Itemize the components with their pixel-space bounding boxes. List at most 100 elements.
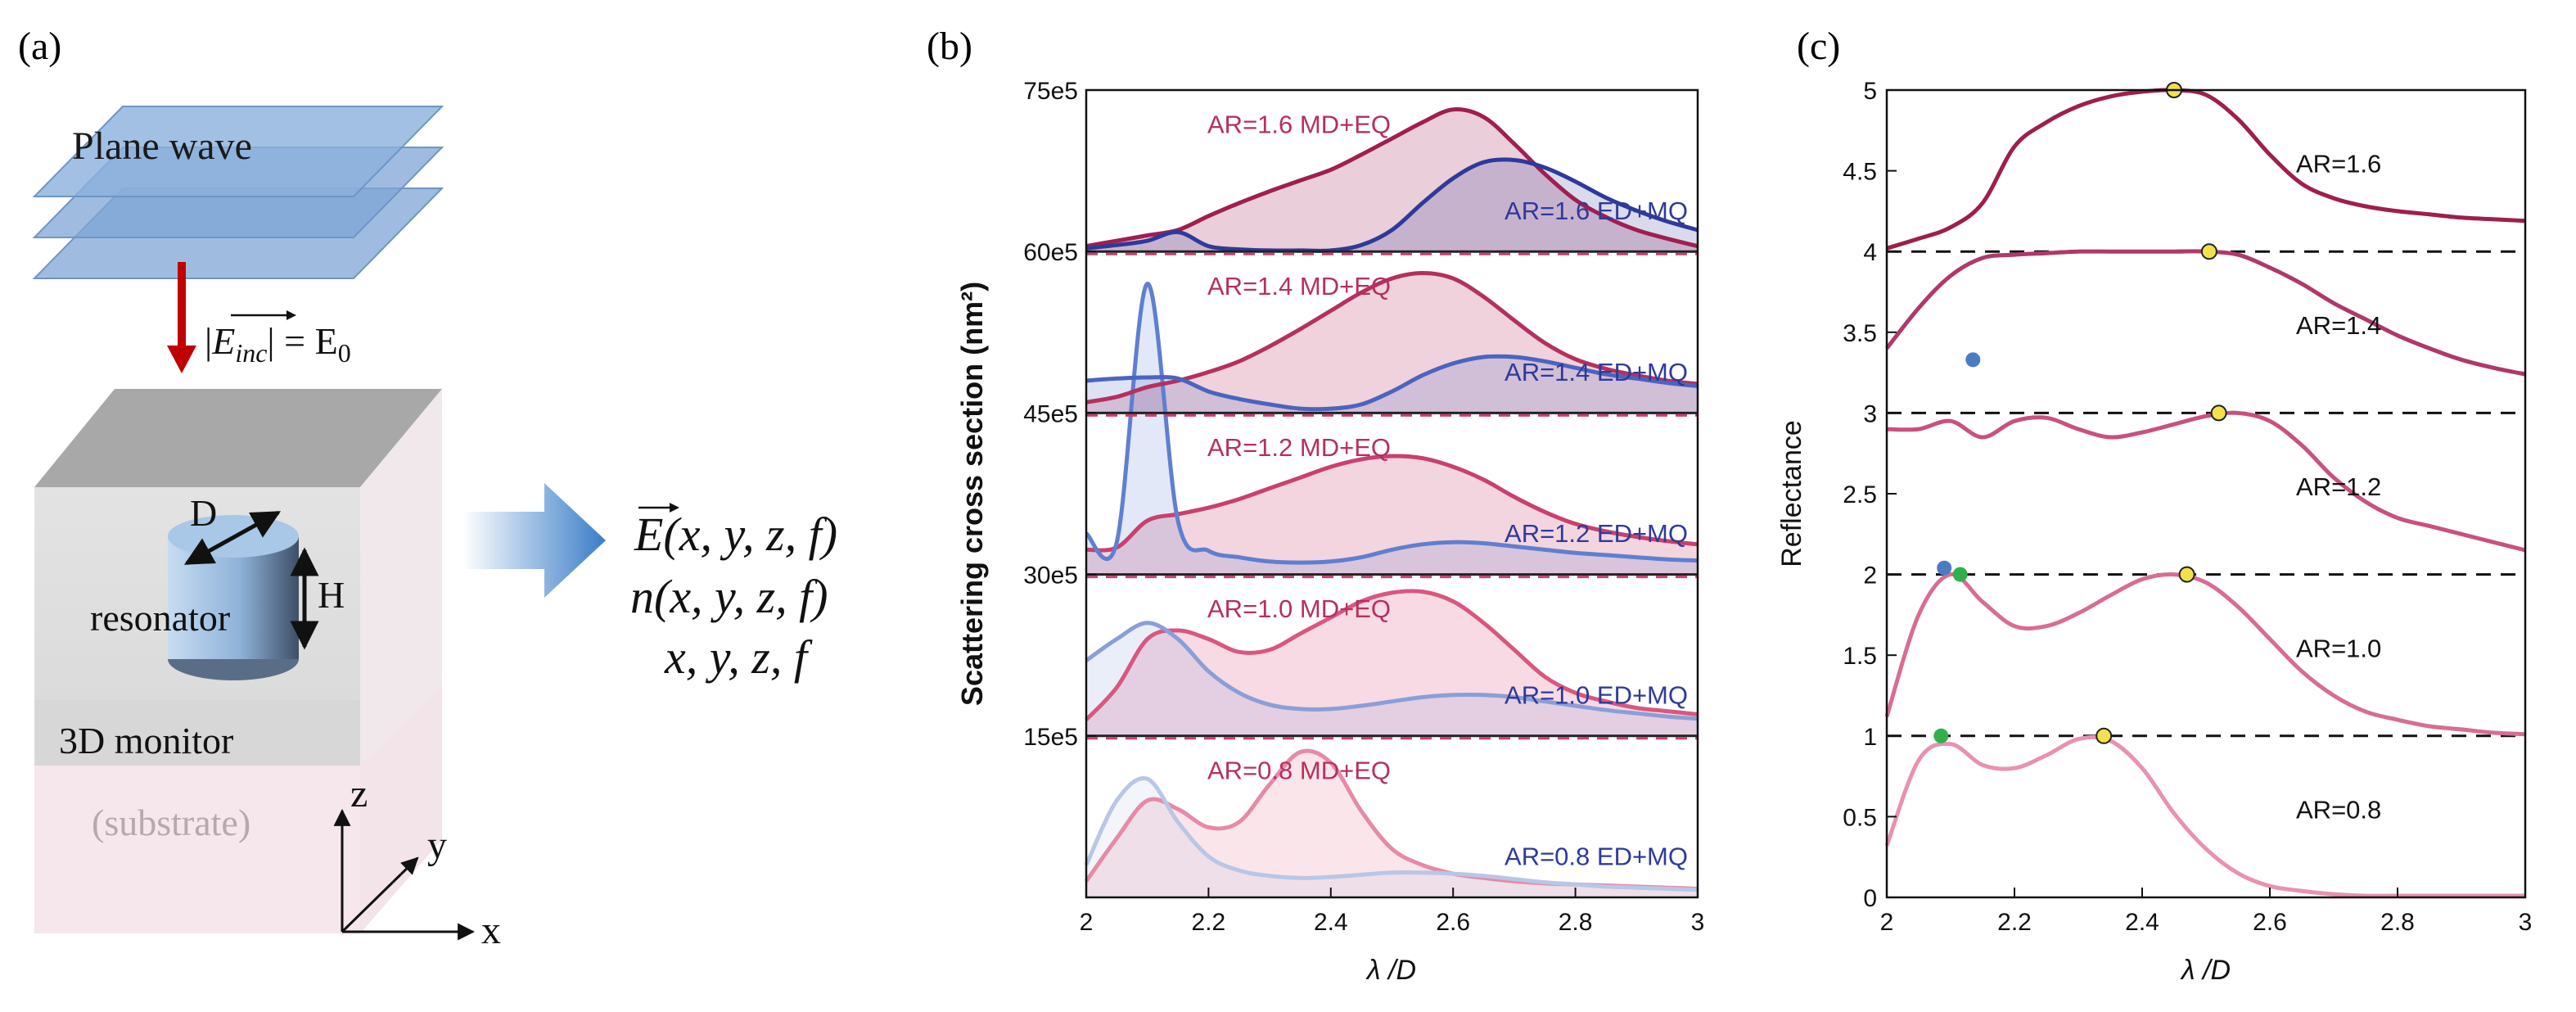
panel-c: (c) 2 2.2 2.4 2.6 2.8 300.511.522.533.544.55 …: [1776, 25, 2532, 986]
x-tick-label: 2: [1880, 909, 1894, 936]
area-fill-ar-1-2-md-eq: [1086, 455, 1698, 575]
y-tick-label: 75e5: [1023, 78, 1078, 105]
output-field: E(x, y, z, f): [634, 508, 837, 561]
monitor-label: 3D monitor: [59, 720, 233, 761]
panel-c-ticks: 2 2.2 2.4 2.6 2.8 3 0 0.5 1 1.5 2 2.5 3 3.5 4 4.5 5: [1843, 78, 2532, 936]
x-tick-label: 2.2: [1997, 909, 2032, 936]
resonance-marker: [1952, 567, 1968, 582]
panel-c-plot: [1884, 82, 2526, 898]
x-tick-label: 2.2: [1192, 909, 1226, 936]
panel-b: (b) 2 2.2 2.4 2.6 2.8 3 15e5 30e5 45e5 60e5 75e5 λ…: [927, 25, 1704, 986]
series-line-ar-1-0-ed-mq: [1085, 621, 1699, 721]
panel-b-plot: [1084, 106, 1699, 897]
x-tick-label: 2.8: [1559, 909, 1593, 936]
series-line-ar-1-4-md-eq: [1085, 271, 1699, 404]
area-fill-ar-1-2-ed-mq: [1086, 283, 1698, 575]
axis-x-label: x: [481, 909, 501, 952]
annotation-md-eq: AR=1.6 MD+EQ: [1207, 111, 1391, 139]
y-tick-label: 60e5: [1023, 239, 1078, 266]
substrate-label: (substrate): [92, 802, 250, 843]
incident-arrow: [167, 262, 196, 373]
x-tick-label: 2.6: [1436, 909, 1470, 936]
big-output-arrow: [462, 483, 606, 598]
reflectance-line-ar-1-4: [1885, 249, 2526, 377]
annotation-md-eq: AR=1.0 MD+EQ: [1207, 594, 1391, 623]
monitor-band: [34, 700, 360, 766]
box-top: [34, 389, 442, 487]
x-tick-label: 2.6: [2253, 909, 2287, 936]
resonance-marker: [2200, 243, 2217, 260]
area-fill-ar-1-4-md-eq: [1086, 273, 1698, 413]
height-label: H: [318, 574, 345, 616]
x-tick-label: 3: [1691, 909, 1705, 936]
resonance-marker: [1965, 352, 1981, 368]
series-line-ar-1-2-ed-mq: [1085, 282, 1699, 565]
y-tick-label: 2: [1863, 562, 1877, 590]
panel-b-xlabel: λ /D: [1365, 955, 1416, 986]
diameter-label: D: [190, 492, 217, 534]
axis-y-label: y: [427, 824, 447, 867]
panel-a: (a) Plane wave |Einc| = E0: [18, 25, 837, 952]
panel-b-frame: [1085, 88, 1699, 899]
y-tick-label: 1.5: [1843, 643, 1877, 670]
panel-a-label: (a): [18, 25, 61, 68]
panel-c-label: (c): [1797, 25, 1840, 68]
coordinate-axes: [333, 808, 476, 941]
series-line-ar-1-6-ed-mq: [1085, 157, 1699, 253]
resonance-marker: [2210, 404, 2227, 422]
series-line-ar-1-2-md-eq: [1085, 454, 1699, 553]
x-tick-label: 2.8: [2380, 909, 2415, 936]
plane-sheet-top: [32, 106, 444, 197]
reflectance-line-ar-0-8: [1884, 734, 2525, 898]
resonance-marker: [1933, 728, 1949, 743]
panel-c-frame: [1885, 88, 2527, 899]
area-fill-ar-1-6-md-eq: [1086, 109, 1698, 252]
reflectance-line-ar-1-0: [1884, 572, 2526, 737]
x-tick-label: 2.4: [2125, 909, 2159, 936]
x-tick-label: 2.4: [1314, 909, 1348, 936]
panel-c-xlabel: λ /D: [2180, 955, 2231, 986]
annotation-ed-mq: AR=1.4 ED+MQ: [1505, 358, 1688, 386]
curve-label: AR=0.8: [2296, 796, 2381, 825]
area-fill-ar-0-8-md-eq: [1086, 750, 1698, 897]
annotation-ed-mq: AR=1.2 ED+MQ: [1505, 519, 1688, 548]
axis-z-label: z: [350, 772, 368, 815]
plane-wave-label: Plane wave: [72, 124, 252, 168]
series-line-ar-1-6-md-eq: [1085, 106, 1699, 249]
area-fill-ar-1-0-ed-mq: [1086, 622, 1698, 736]
panel-b-ylabel: Scattering cross section (nm²): [955, 282, 989, 706]
curve-label: AR=1.2: [2296, 472, 2381, 501]
area-fill-ar-0-8-ed-mq: [1086, 778, 1698, 897]
y-tick-label: 30e5: [1023, 562, 1078, 590]
y-tick-label: 5: [1863, 78, 1877, 105]
output-index: n(x, y, z, f): [630, 570, 828, 623]
annotation-md-eq: AR=0.8 MD+EQ: [1207, 756, 1391, 784]
curve-label: AR=1.0: [2296, 634, 2381, 662]
annotation-ed-mq: AR=1.0 ED+MQ: [1505, 680, 1688, 709]
resonator-label: resonator: [90, 597, 230, 639]
area-fill-ar-1-6-ed-mq: [1086, 159, 1698, 252]
annotation-ed-mq: AR=0.8 ED+MQ: [1505, 843, 1688, 871]
y-tick-label: 0: [1863, 885, 1877, 912]
x-tick-label: 2: [1080, 909, 1094, 936]
substrate-region: [34, 766, 360, 933]
y-tick-label: 3: [1863, 400, 1877, 427]
x-tick-label: 3: [2519, 909, 2533, 936]
series-line-ar-0-8-ed-mq: [1084, 776, 1699, 892]
resonance-marker: [1937, 560, 1952, 576]
diameter-arrow: [183, 510, 282, 566]
y-tick-label: 1: [1863, 724, 1877, 751]
y-tick-label: 4: [1863, 239, 1877, 266]
series-line-ar-1-0-md-eq: [1085, 589, 1699, 721]
panel-c-ylabel: Reflectance: [1776, 420, 1807, 567]
area-fill-ar-1-4-ed-mq: [1086, 356, 1698, 413]
y-tick-label: 0.5: [1843, 804, 1877, 831]
resonance-marker: [2178, 566, 2195, 583]
plane-wave-sheets: [32, 106, 444, 279]
curve-label: AR=1.4: [2296, 311, 2381, 340]
resonance-marker: [2096, 727, 2113, 744]
panel-c-annotations: AR=0.8 AR=1.0 AR=1.2 AR=1.4 AR=1.6: [2296, 150, 2381, 825]
y-tick-label: 4.5: [1843, 159, 1877, 186]
y-tick-label: 2.5: [1843, 481, 1877, 508]
